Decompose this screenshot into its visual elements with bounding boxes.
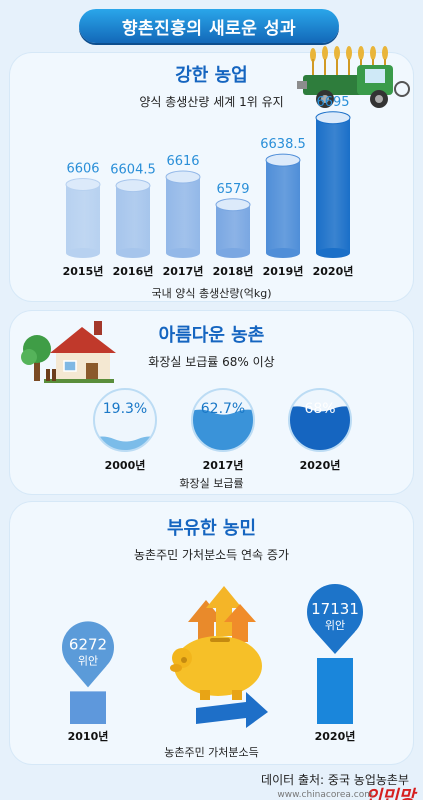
section-heading: 부유한 농민	[166, 518, 257, 539]
section-beautiful-village: 아름다운 농촌 화장실 보급률 68% 이상 19.3% 2000년 62.7% 20…	[10, 311, 413, 494]
title-banner: 향촌진흥의 새로운 성과	[79, 9, 339, 43]
year-label: 2020년	[313, 264, 354, 278]
up-arrows-icon	[188, 586, 256, 642]
chart-note: 화장실 보급률	[179, 477, 244, 490]
unit-label: 위안	[325, 619, 345, 632]
bar-top	[315, 111, 351, 125]
bar	[70, 691, 106, 724]
bar	[116, 185, 150, 253]
section-wealthy-farmers: 부유한 농민 농촌주민 가처분소득 연속 증가 6272 위안 2010년 17131…	[10, 502, 413, 764]
value-label: 6579	[216, 182, 249, 197]
bar-base	[266, 248, 300, 258]
bar-top	[65, 178, 101, 191]
bar-base	[316, 248, 350, 258]
section-strong-agriculture: 강한 농업 양식 총생산량 세계 1위 유지 6606 2015년 6604.5 20…	[10, 46, 413, 301]
bar-top	[115, 179, 151, 193]
tree-icon	[21, 335, 51, 381]
water-fill	[289, 406, 351, 451]
percent-label: 62.7%	[201, 401, 245, 417]
bar	[316, 117, 350, 253]
year-label: 2018년	[213, 264, 254, 278]
bar	[317, 658, 353, 724]
value-pin	[62, 621, 114, 674]
chart-note: 국내 양식 총생산량(억kg)	[151, 287, 272, 300]
year-label: 2000년	[105, 458, 146, 472]
bar-base	[66, 248, 100, 258]
section-heading: 아름다운 농촌	[158, 325, 265, 346]
value-label: 6604.5	[110, 163, 156, 178]
year-label: 2015년	[63, 264, 104, 278]
year-label: 2010년	[68, 729, 109, 743]
section-subtitle: 화장실 보급률 68% 이상	[148, 355, 275, 369]
value-label: 6616	[166, 154, 199, 169]
bar	[66, 184, 100, 253]
value-pin	[307, 584, 363, 640]
toilet-rate-chart: 19.3% 2000년 62.7% 2017년 68% 2020년	[93, 388, 352, 472]
unit-label: 위안	[78, 654, 98, 667]
rate-circle	[94, 389, 156, 451]
harvester-icon	[297, 46, 410, 108]
chart-note: 농촌주민 가처분소득	[164, 746, 259, 759]
right-arrow-icon	[196, 692, 268, 728]
value-label: 6606	[66, 162, 99, 177]
value-label: 17131	[311, 600, 359, 618]
bar-base	[116, 248, 150, 258]
bar-top	[165, 170, 201, 184]
value-label: 6272	[69, 635, 107, 653]
bar	[166, 177, 200, 253]
bar-top	[265, 153, 301, 167]
section-heading: 강한 농업	[175, 65, 248, 86]
percent-label: 19.3%	[103, 401, 147, 417]
production-chart: 6606 2015년 6604.5 2016년 6616 2017년 6579 2018년 66…	[63, 95, 354, 278]
watermark-url: www.chinacorea.com	[277, 790, 373, 800]
piggy-bank-icon	[170, 586, 268, 728]
bar-base	[216, 248, 250, 258]
year-label: 2016년	[113, 264, 154, 278]
year-label: 2017년	[203, 458, 244, 472]
year-label: 2020년	[300, 458, 341, 472]
data-source: 데이터 출처: 중국 농업농촌부	[261, 773, 409, 787]
year-label: 2019년	[263, 264, 304, 278]
section-subtitle: 양식 총생산량 세계 1위 유지	[139, 95, 284, 109]
value-label: 6695	[316, 95, 349, 110]
page-title: 향촌진흥의 새로운 성과	[121, 18, 297, 39]
house-icon	[21, 321, 116, 383]
watermark-logo: 인민망	[365, 787, 415, 800]
bar-top	[215, 198, 251, 212]
value-label: 6638.5	[260, 137, 306, 152]
year-label: 2017년	[163, 264, 204, 278]
year-label: 2020년	[315, 729, 356, 743]
percent-label: 68%	[304, 401, 335, 417]
bar	[266, 160, 300, 253]
section-subtitle: 농촌주민 가처분소득 연속 증가	[134, 548, 289, 562]
bar-base	[166, 248, 200, 258]
bar	[216, 204, 250, 253]
